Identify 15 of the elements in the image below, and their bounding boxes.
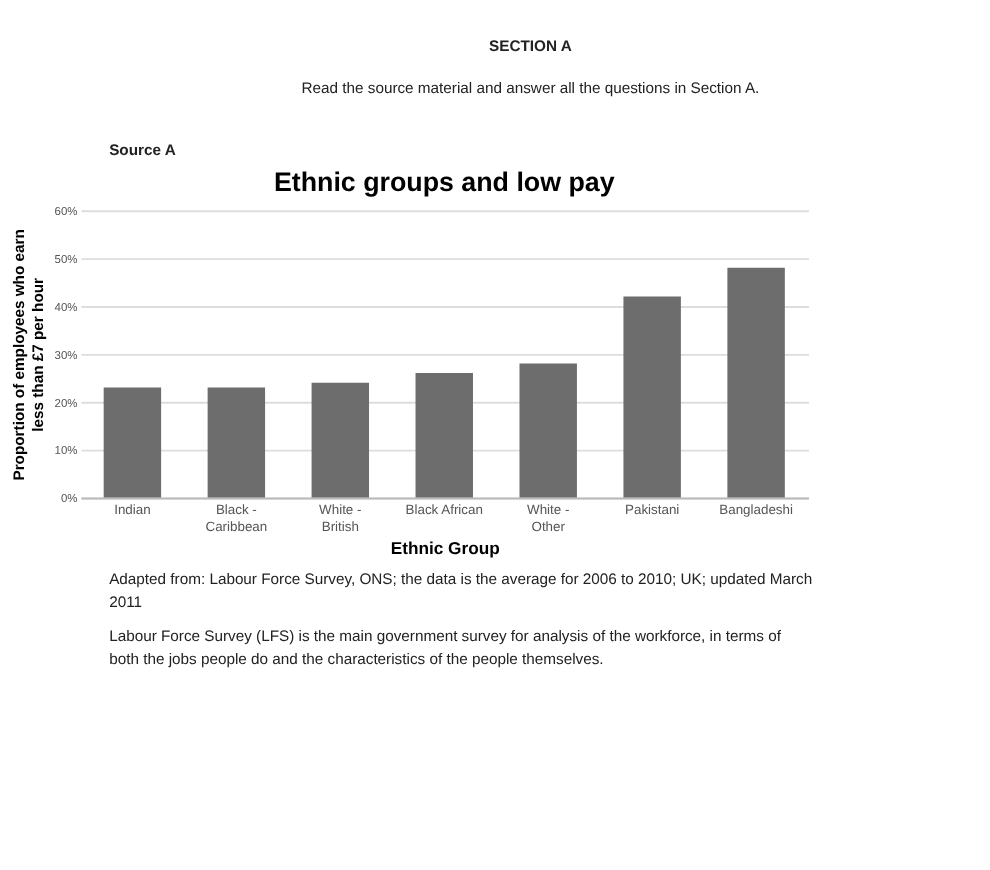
y-axis-title: Proportion of employees who earn less than £7 per hour [9, 228, 48, 481]
bar [415, 373, 473, 498]
bar [727, 267, 785, 498]
text: Labour Force Survey (LFS) is the main government survey for analysis of the workforce, in terms of both the jobs people do and the characteristics of the people themselves. [109, 627, 783, 669]
x-axis-title: Ethnic Group [390, 538, 500, 559]
chart-title: Ethnic groups and low pay [273, 167, 616, 198]
bar [311, 382, 370, 498]
bar [103, 387, 162, 498]
text: SECTION A [489, 37, 573, 56]
bar [519, 363, 577, 498]
bar [207, 387, 266, 498]
text: Adapted from: Labour Force Survey, ONS; the data is the average for 2006 to 2010; UK; updated March 2011 [109, 569, 813, 611]
text: Read the source material and answer all the questions in Section A. [301, 79, 760, 98]
source-note: Source A [109, 140, 177, 159]
bar [623, 296, 681, 498]
